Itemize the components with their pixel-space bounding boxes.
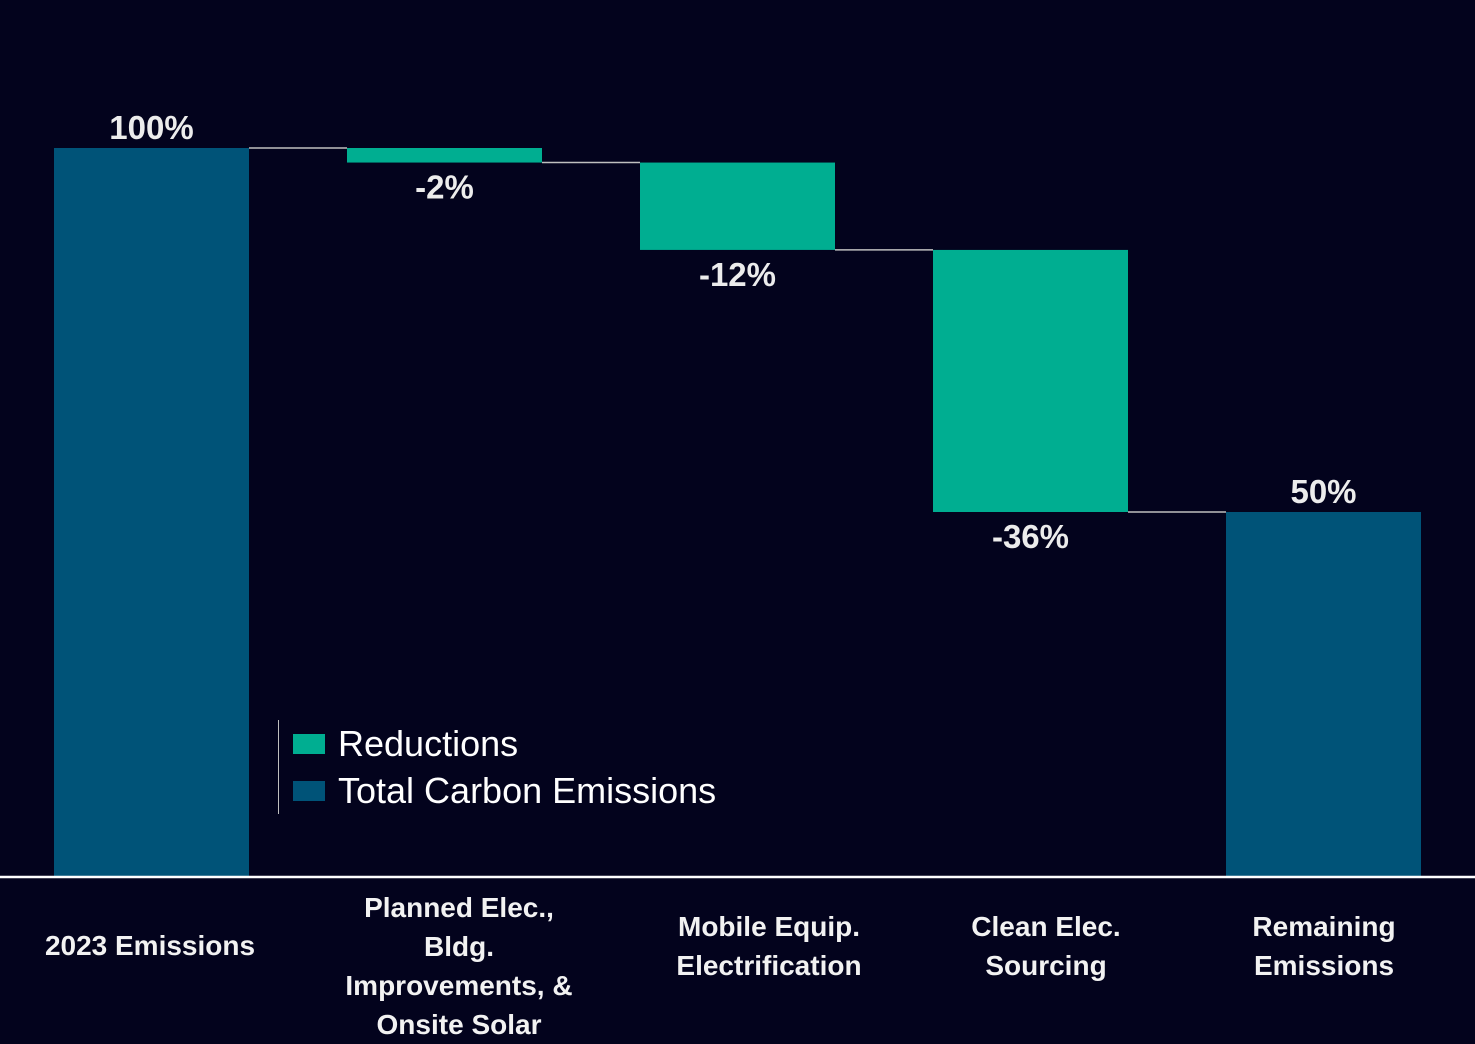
bar-3 — [933, 249, 1128, 513]
data-label-0: 100% — [109, 109, 193, 146]
category-label-3-line-1: Sourcing — [985, 950, 1107, 981]
legend-item-reductions: Reductions — [293, 720, 716, 767]
category-label-2-line-0: Mobile Equip. — [678, 911, 860, 942]
category-label-4-line-1: Emissions — [1253, 950, 1395, 981]
legend-label-total: Total Carbon Emissions — [338, 769, 717, 811]
category-label-0-line-0: 2023 Emissions — [44, 930, 256, 961]
category-label-4-line-0: Remaining — [1252, 911, 1396, 942]
bar-4 — [1226, 512, 1421, 876]
data-label-3: -36% — [992, 518, 1069, 555]
category-label-2: Mobile Equip. Electrification — [639, 907, 899, 985]
category-label-2-line-1: Electrification — [676, 950, 862, 981]
data-label-4: 50% — [1290, 473, 1356, 510]
legend-swatch-reductions — [293, 733, 325, 754]
category-label-1-line-0: Planned Elec., Bldg. — [364, 892, 554, 962]
legend-item-total: Total Carbon Emissions — [293, 767, 716, 814]
category-label-0: 2023 Emissions — [20, 926, 280, 965]
legend-swatch-total — [293, 780, 325, 801]
category-label-4: Remaining Emissions — [1194, 907, 1454, 985]
category-label-1-line-1: Improvements, & — [345, 970, 573, 1001]
legend-label-reductions: Reductions — [338, 722, 519, 764]
data-label-2: -12% — [699, 256, 776, 293]
category-label-1: Planned Elec., Bldg. Improvements, & Ons… — [329, 888, 589, 1044]
data-label-1: -2% — [415, 169, 474, 206]
bar-0 — [54, 148, 249, 876]
bar-1 — [347, 148, 542, 163]
bar-2 — [640, 162, 835, 250]
chart-legend: Reductions Total Carbon Emissions — [278, 720, 716, 814]
category-label-3-line-0: Clean Elec. — [971, 911, 1121, 942]
category-label-1-line-2: Onsite Solar — [376, 1009, 542, 1040]
waterfall-chart: 100% -2% -12% -36% 50% — [0, 109, 1475, 879]
category-label-3: Clean Elec. Sourcing — [916, 907, 1176, 985]
